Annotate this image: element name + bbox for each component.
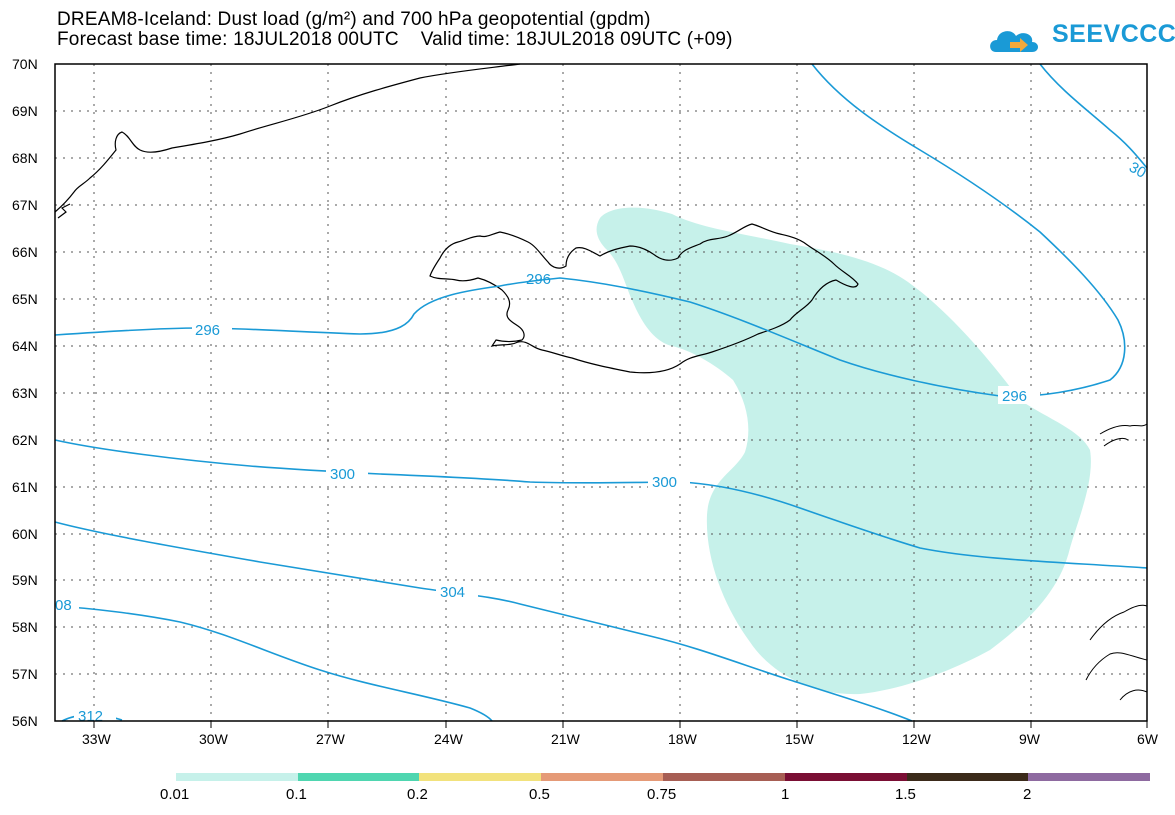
- lon-label: 12W: [902, 731, 932, 747]
- lat-label: 58N: [12, 619, 38, 635]
- lat-label: 65N: [12, 291, 38, 307]
- contour-label-296-c: 296: [1002, 388, 1027, 405]
- lat-label: 57N: [12, 666, 38, 682]
- contour-label-296-a: 296: [195, 322, 220, 339]
- contour-label-304: 304: [440, 584, 465, 601]
- lat-label: 59N: [12, 572, 38, 588]
- lat-label: 56N: [12, 713, 38, 729]
- geopotential-contours: [54, 63, 1148, 722]
- lat-label: 70N: [12, 56, 38, 72]
- lat-label: 69N: [12, 103, 38, 119]
- lon-label: 21W: [551, 731, 581, 747]
- lat-label: 63N: [12, 385, 38, 401]
- lat-label: 60N: [12, 526, 38, 542]
- latitude-labels: 70N 69N 68N 67N 66N 65N 64N 63N 62N 61N …: [12, 56, 38, 729]
- lon-label: 6W: [1137, 731, 1159, 747]
- longitude-labels: 33W 30W 27W 24W 21W 18W 15W 12W 9W 6W: [82, 731, 1159, 747]
- contour-label-292: 30: [1126, 159, 1149, 182]
- lon-label: 24W: [434, 731, 464, 747]
- colorbar-label: 2: [1023, 786, 1031, 803]
- coastlines: [54, 63, 859, 374]
- lon-label: 15W: [785, 731, 815, 747]
- seevccc-logo: [990, 31, 1038, 52]
- colorbar-label: 0.1: [286, 786, 307, 803]
- eastern-coasts: [1085, 423, 1148, 701]
- tick-marks: [93, 721, 1148, 728]
- lon-label: 27W: [316, 731, 346, 747]
- contour-label-296-b: 296: [526, 271, 551, 288]
- greenland-coast: [54, 63, 521, 213]
- lat-label: 67N: [12, 197, 38, 213]
- contour-292: [1039, 63, 1148, 169]
- colorbar-segment: [1028, 773, 1150, 781]
- colorbar-segment: [907, 773, 1028, 781]
- lon-label: 30W: [199, 731, 229, 747]
- contour-label-312: 312: [78, 708, 103, 725]
- lat-label: 68N: [12, 150, 38, 166]
- contour-label-300-a: 300: [330, 466, 355, 483]
- lat-label: 64N: [12, 338, 38, 354]
- colorbar-segment: [176, 773, 298, 781]
- lat-label: 62N: [12, 432, 38, 448]
- colorbar-label: 0.01: [160, 786, 189, 803]
- contour-296-main: [54, 63, 1126, 398]
- colorbar-label: 0.5: [529, 786, 550, 803]
- colorbar-segment: [785, 773, 907, 781]
- lon-label: 18W: [668, 731, 698, 747]
- contour-label-300-b: 300: [652, 474, 677, 491]
- contour-304: [54, 521, 913, 722]
- colorbar-label: 1: [781, 786, 789, 803]
- contour-308: [54, 605, 493, 722]
- map-subtitle-times: Forecast base time: 18JUL2018 00UTC Vali…: [57, 29, 733, 50]
- contour-label-308: 08: [55, 597, 72, 614]
- colorbar-segment: [663, 773, 785, 781]
- lon-label: 9W: [1019, 731, 1041, 747]
- cloud-arrow-icon: [990, 31, 1038, 52]
- colorbar: 0.01 0.1 0.2 0.5 0.75 1 1.5 2: [160, 773, 1150, 803]
- colorbar-segment: [541, 773, 663, 781]
- lon-label: 33W: [82, 731, 112, 747]
- contour-300: [54, 439, 1148, 569]
- lat-label: 66N: [12, 244, 38, 260]
- colorbar-label: 0.75: [647, 786, 676, 803]
- logo-text: SEEVCCC: [1052, 20, 1175, 48]
- map-frame: [54, 63, 1148, 722]
- dust-load-area: [596, 207, 1091, 695]
- colorbar-segment: [298, 773, 419, 781]
- map-title: DREAM8-Iceland: Dust load (g/m²) and 700…: [57, 9, 651, 30]
- lat-label: 61N: [12, 479, 38, 495]
- colorbar-label: 1.5: [895, 786, 916, 803]
- colorbar-label: 0.2: [407, 786, 428, 803]
- iceland-coast: [429, 223, 859, 374]
- colorbar-segment: [419, 773, 541, 781]
